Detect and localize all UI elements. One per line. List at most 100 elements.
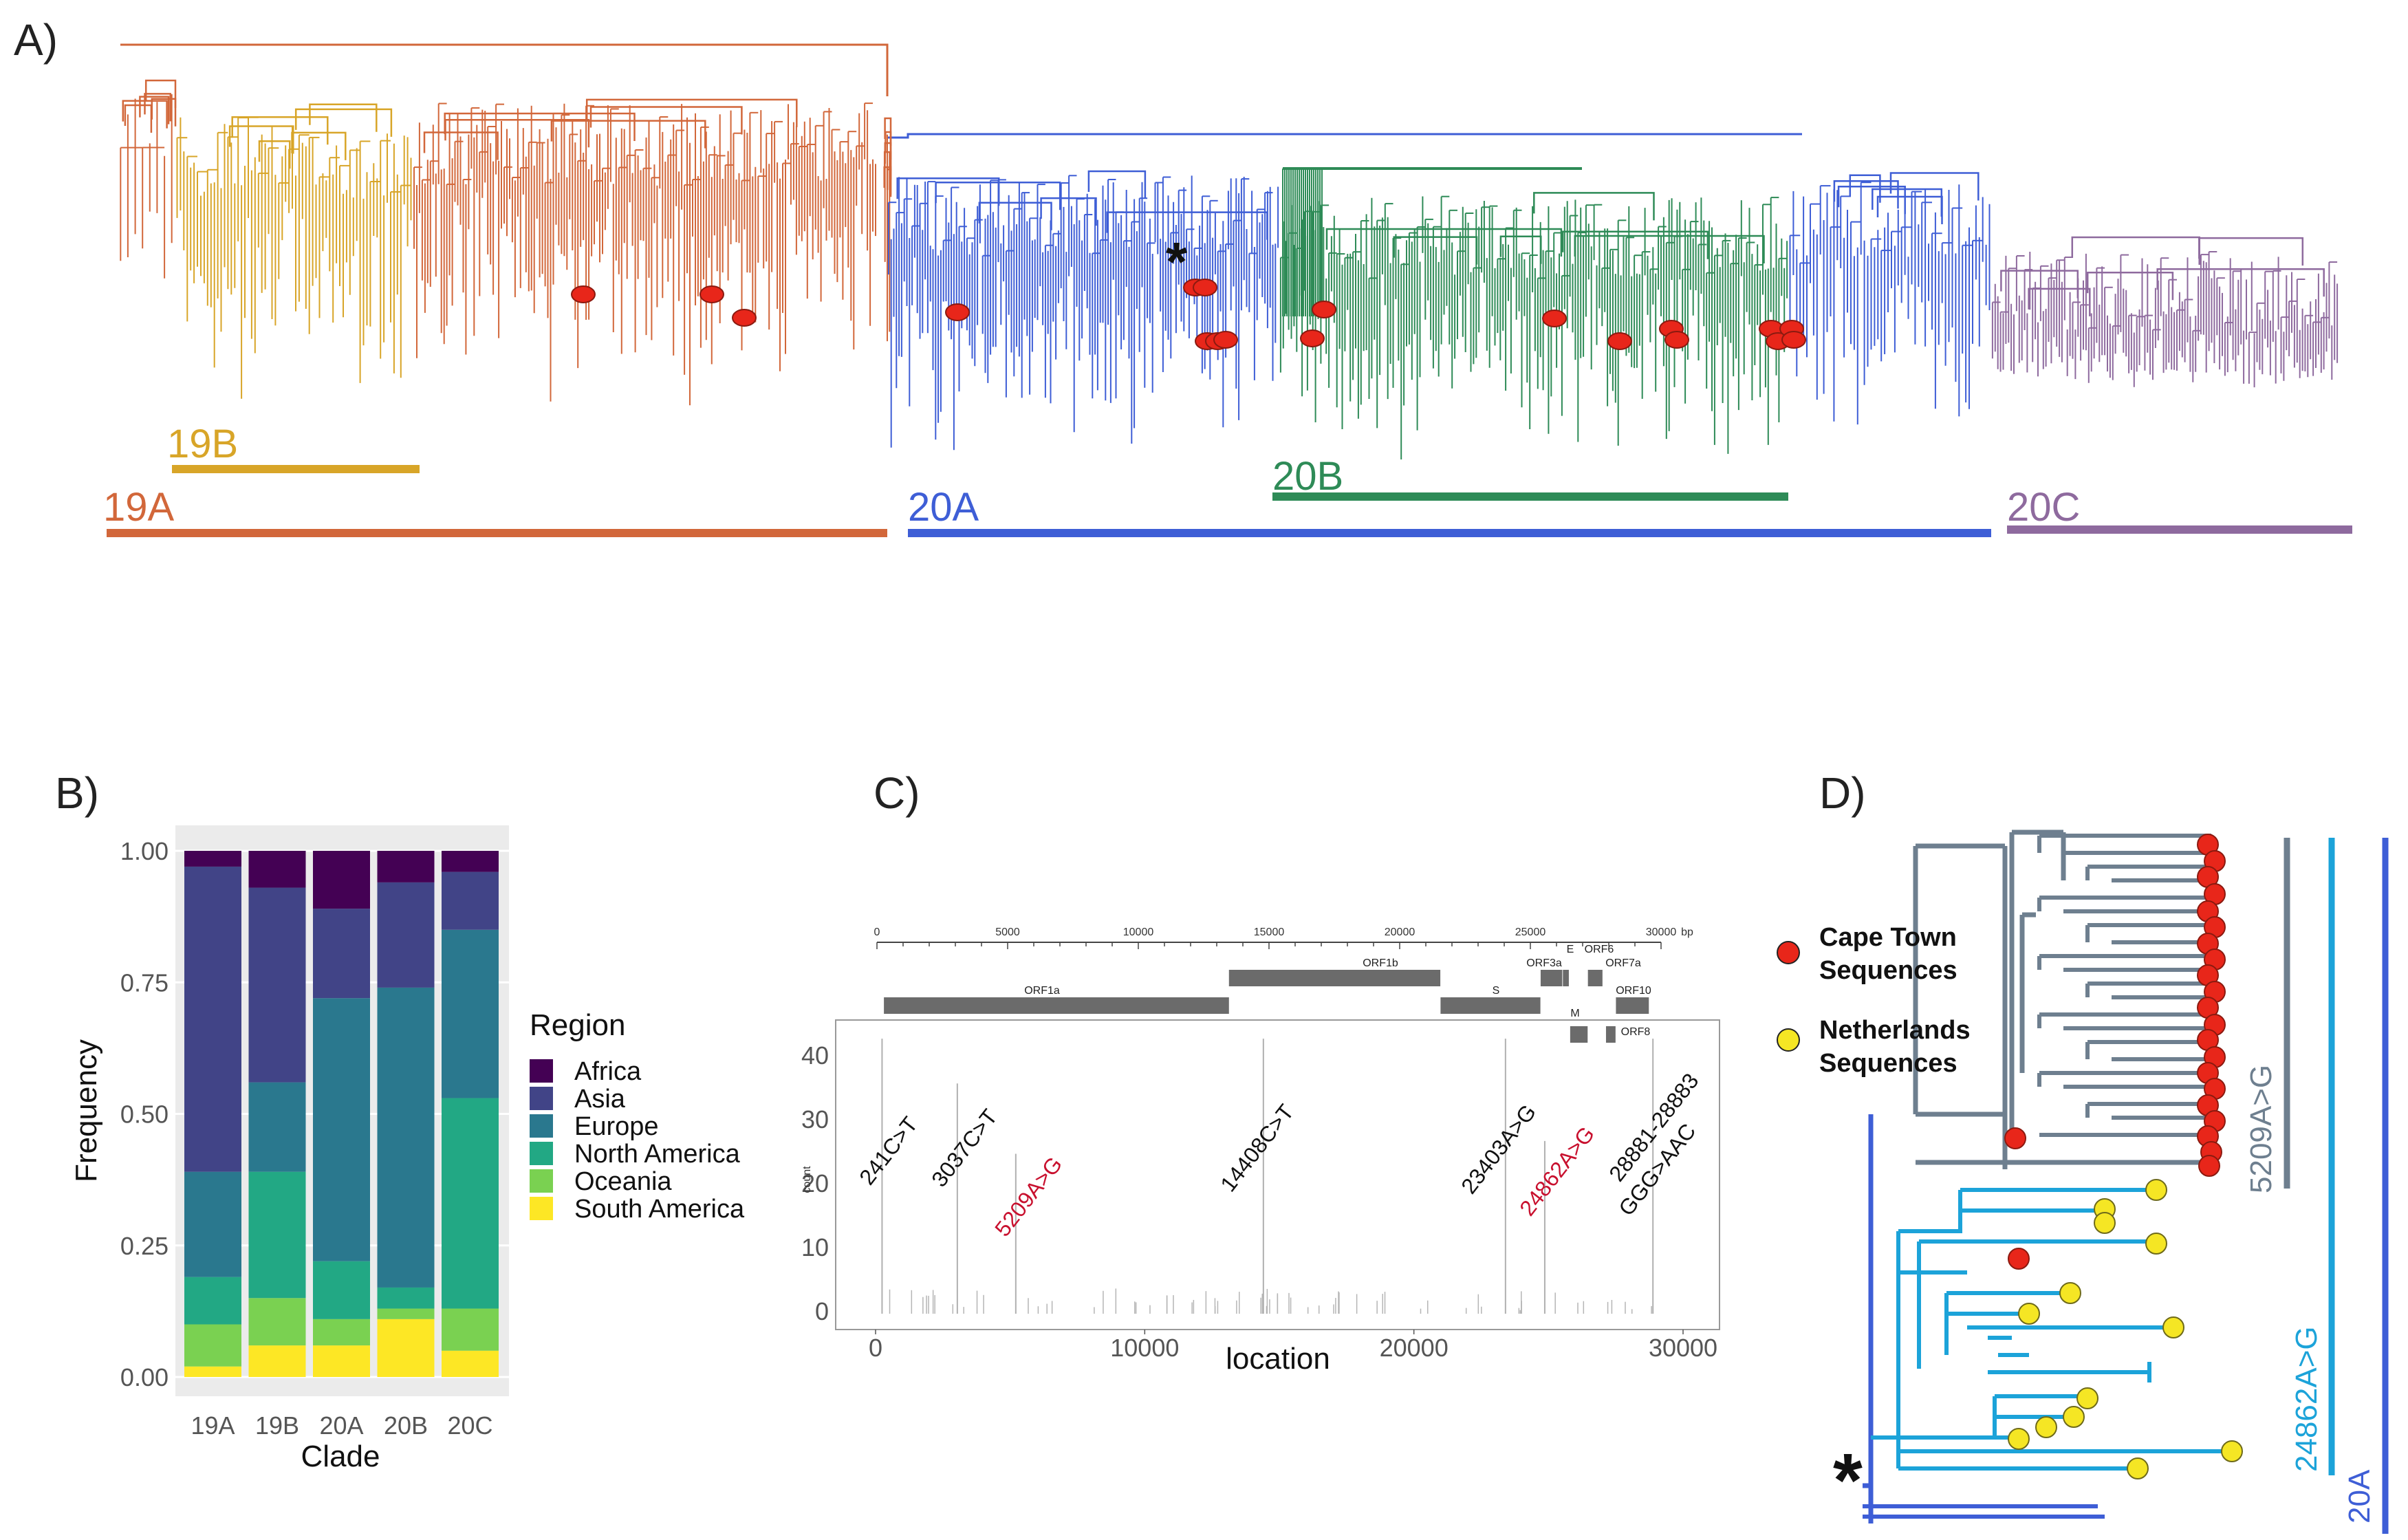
netherlands-dot — [2008, 1428, 2030, 1450]
tree-branch — [423, 131, 499, 160]
legend-capetown-line1: Cape Town — [1819, 923, 1957, 952]
tree-branch — [550, 120, 706, 149]
legend-netherlands-line1: Netherlands — [1819, 1016, 1971, 1045]
bar-segment-19A-europe — [184, 1171, 241, 1277]
cape-town-markers-a — [571, 279, 1806, 350]
bar-segment-20A-north-america — [313, 1261, 370, 1319]
gene-orf7a — [1592, 970, 1603, 986]
gene-label: ORF1b — [1363, 957, 1398, 969]
bar-segment-20A-oceania — [313, 1319, 370, 1346]
netherlands-dot — [2094, 1212, 2116, 1234]
y-tick-label: 10 — [801, 1233, 829, 1261]
x-tick-label: 19A — [191, 1411, 235, 1440]
tree-branch — [1988, 1336, 2149, 1374]
cape-town-legend-dot — [1777, 941, 1800, 964]
tree-branch — [1325, 228, 1563, 257]
genome-unit: bp — [1681, 926, 1693, 938]
tree-branch — [2000, 270, 2079, 299]
genome-tick-label: 0 — [874, 926, 880, 938]
tree-branch — [589, 106, 743, 135]
gene-label: ORF1a — [1024, 985, 1060, 997]
axis-ticks: 0 10000 20000 30000 0 10 20 30 40 — [801, 1041, 1717, 1362]
cape-town-marker — [1664, 331, 1689, 349]
tree-branch — [258, 140, 291, 169]
tree-branch — [1889, 172, 1979, 201]
netherlands-dot — [2063, 1406, 2085, 1428]
clade-label-20C: 20C — [2007, 485, 2080, 530]
netherlands-dot — [2035, 1416, 2057, 1438]
legend-swatch — [530, 1059, 553, 1083]
gene-orf3a — [1540, 970, 1563, 986]
bar-segment-20C-oceania — [442, 1308, 499, 1351]
bar-segment-19A-asia — [184, 866, 241, 1172]
gene-label: M — [1570, 1008, 1579, 1019]
bar-segment-19B-north-america — [248, 1171, 306, 1299]
x-axis-title: location — [1226, 1342, 1330, 1376]
x-tick-label: 20A — [319, 1411, 363, 1440]
gene-orf8 — [1605, 1026, 1616, 1043]
genome-tick-label: 15000 — [1254, 926, 1285, 938]
clade-label-19A: 19A — [103, 485, 175, 530]
tree-branch — [1561, 230, 1709, 259]
gene-e — [1563, 970, 1569, 986]
cape-town-marker — [945, 303, 970, 321]
x-tick-labels: 19A 19B 20A 20B 20C — [191, 1411, 492, 1440]
x-axis-title: Clade — [301, 1440, 380, 1473]
bar-segment-19A-south-america — [184, 1366, 241, 1377]
gene-label: ORF7a — [1605, 957, 1641, 969]
netherlands-dot — [2162, 1316, 2184, 1338]
bar-segment-19B-south-america — [248, 1345, 306, 1377]
legend-capetown-line2: Sequences — [1819, 956, 1957, 985]
y-tick-label: 20 — [801, 1169, 829, 1197]
netherlands-dot — [2018, 1303, 2040, 1325]
mutation-label-23403: 23403A>G — [1456, 1100, 1541, 1198]
tree-branch — [124, 104, 153, 133]
x-tick-label: 0 — [869, 1334, 882, 1362]
clade-annotation-19A: 19A — [103, 485, 887, 537]
legend-label: Africa — [574, 1057, 642, 1086]
bar-segment-20B-africa — [377, 851, 435, 882]
cape-town-marker — [1542, 310, 1567, 327]
cape-town-marker — [1193, 279, 1217, 296]
mutation-label-241: 241C>T — [854, 1112, 922, 1190]
legend-d: Cape Town Sequences Netherlands Sequence… — [1777, 923, 1971, 1078]
clade-label-19B: 19B — [167, 422, 238, 466]
tree-branch — [887, 133, 1802, 139]
genome-tick-label: 20000 — [1385, 926, 1415, 938]
tree-branch — [139, 96, 170, 124]
bar-label-5209: 5209A>G — [2244, 1065, 2278, 1193]
bar-segment-19B-oceania — [248, 1298, 306, 1346]
netherlands-legend-dot — [1777, 1028, 1800, 1052]
asterisk-marker-a: * — [1166, 231, 1188, 292]
bar-segment-20C-europe — [442, 929, 499, 1098]
gene-label: ORF6 — [1585, 944, 1614, 955]
genome-tick-label: 30000 — [1646, 926, 1677, 938]
mutation-label-3037: 3037C>T — [926, 1105, 1002, 1192]
y-tick-label: 0.75 — [120, 968, 169, 997]
tree-branch — [1849, 174, 1881, 203]
gene-label: ORF8 — [1621, 1026, 1651, 1038]
bar-segment-20B-oceania — [377, 1308, 435, 1319]
x-tick-label: 20B — [384, 1411, 428, 1440]
x-tick-label: 20C — [447, 1411, 492, 1440]
tree-branch — [1833, 180, 1899, 209]
bar-label-20A: 20A — [2343, 1469, 2376, 1523]
tree-branch — [1533, 192, 1655, 221]
gene-orf1b — [1228, 970, 1441, 986]
clade-annotation-20A: 20A — [908, 485, 1991, 537]
tree-branch — [2156, 268, 2325, 297]
y-tick-label: 1.00 — [120, 837, 169, 865]
tree-branch — [1876, 195, 1943, 224]
bar-segment-19A-africa — [184, 851, 241, 867]
bar-segment-19B-europe — [248, 1082, 306, 1172]
gene-label: ORF10 — [1616, 985, 1651, 997]
legend-swatch — [530, 1142, 553, 1165]
bar-label-24862: 24862A>G — [2290, 1326, 2323, 1472]
clade-annotation-20B: 20B — [1272, 454, 1788, 501]
legend-swatch — [530, 1087, 553, 1110]
netherlands-dot — [2145, 1179, 2167, 1201]
clade-label-20A: 20A — [908, 485, 979, 530]
y-tick-labels: 0.00 0.25 0.50 0.75 1.00 — [120, 837, 169, 1391]
bar-segment-20C-asia — [442, 871, 499, 930]
